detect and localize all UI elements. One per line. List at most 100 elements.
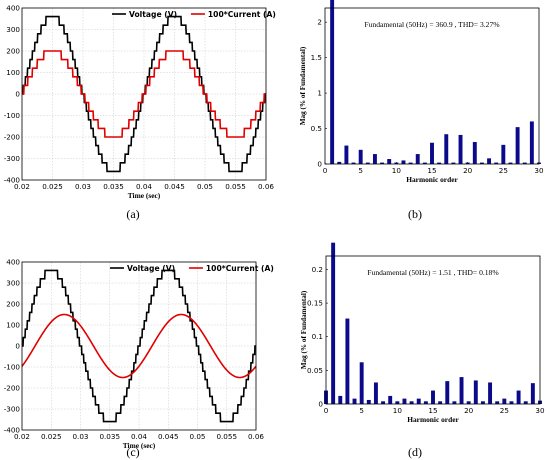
bar-harmonic-26 — [509, 401, 514, 404]
bar-harmonic-6 — [366, 399, 371, 404]
bar-harmonic-18 — [451, 162, 456, 164]
bar-harmonic-9 — [388, 395, 393, 404]
bar-harmonic-4 — [351, 162, 356, 164]
panel-caption: (b) — [408, 207, 422, 221]
bar-harmonic-3 — [344, 145, 349, 164]
series-line-2 — [21, 313, 257, 379]
legend-label-2: 100*Current (A) — [208, 10, 276, 19]
bar-harmonic-16 — [438, 401, 443, 404]
bar-harmonic-21 — [473, 380, 478, 404]
x-tick-label: 10 — [393, 406, 403, 415]
chart-panel-1: 0.02 0.025 0.03 0.035 0.04 0.045 0.05 0.055 0.06… — [4, 4, 276, 222]
panel-caption: (a) — [126, 207, 139, 221]
y-tick-label: 300 — [6, 25, 20, 34]
x-tick-label: 0.055 — [225, 182, 246, 191]
plot-frame — [21, 261, 257, 431]
x-tick-label: 0.06 — [258, 182, 274, 191]
y-tick-label: 100 — [6, 321, 20, 330]
y-tick-label: 300 — [6, 279, 20, 288]
x-tick-label: 0.05 — [189, 432, 205, 441]
panel-caption: (d) — [408, 445, 422, 459]
bar-harmonic-17 — [444, 134, 449, 164]
chart-panel-2: 0 5 10 15 20 25 30 2 1.5 1 0.5 0 Fundamental (50Hz) … — [299, 0, 544, 221]
bar-harmonic-23 — [488, 382, 493, 404]
bar-harmonic-15 — [430, 142, 434, 164]
y-tick-label: 200 — [6, 47, 20, 56]
bar-harmonic-19 — [458, 134, 463, 164]
y-tick-label: -200 — [4, 133, 21, 142]
bar-harmonic-2 — [338, 395, 343, 404]
x-axis-label: Harmonic order — [407, 415, 459, 424]
x-tick-label: 15 — [428, 406, 437, 415]
bar-harmonic-25 — [501, 144, 506, 164]
bar-harmonic-29 — [530, 383, 535, 404]
series-line-2 — [22, 50, 266, 138]
x-axis-label: Harmonic order — [406, 175, 458, 184]
bar-harmonic-7 — [373, 382, 378, 404]
x-tick-label: 15 — [427, 166, 436, 175]
bar-harmonic-28 — [523, 401, 528, 404]
bar-harmonic-28 — [522, 162, 527, 164]
y-tick-label: 0.05 — [307, 366, 323, 375]
bar-harmonic-23 — [487, 158, 492, 164]
x-axis-label: Time (sec) — [128, 191, 161, 200]
plot-frame — [324, 7, 540, 165]
y-tick-label: -200 — [4, 384, 21, 393]
x-tick-label: 5 — [359, 406, 364, 415]
bar-harmonic-2 — [337, 161, 342, 164]
y-tick-label: -300 — [4, 154, 21, 163]
x-tick-label: 0 — [323, 166, 328, 175]
bar-harmonic-22 — [480, 401, 485, 404]
bar-harmonic-27 — [516, 390, 521, 404]
series-line-1 — [22, 269, 256, 423]
x-tick-label: 20 — [464, 406, 474, 415]
x-axis-label: Time (sec) — [123, 441, 156, 450]
chart-title: Fundamental (50Hz) = 360.9 , THD= 3.27% — [364, 20, 500, 29]
y-tick-label: 0.1 — [312, 332, 323, 341]
y-tick-label: 100 — [6, 68, 20, 77]
bar-harmonic-14 — [423, 401, 428, 404]
x-tick-label: 20 — [463, 166, 473, 175]
bar-harmonic-3 — [345, 318, 350, 404]
y-tick-label: 400 — [6, 4, 20, 13]
x-tick-label: 0.04 — [136, 182, 152, 191]
y-axis-label: Mag (% of Fundamental) — [300, 290, 308, 369]
y-tick-label: 0 — [317, 160, 322, 169]
x-tick-label: 25 — [500, 406, 509, 415]
bar-harmonic-20 — [466, 401, 471, 404]
bar-harmonic-15 — [431, 390, 435, 404]
bar-harmonic-12 — [408, 162, 413, 164]
y-tick-label: 0.15 — [307, 299, 323, 308]
legend-label-1: Voltage (V) — [127, 264, 175, 273]
x-tick-label: 0.03 — [75, 182, 91, 191]
bar-harmonic-18 — [452, 401, 457, 404]
bar-harmonic-22 — [479, 162, 484, 164]
y-tick-label: 200 — [6, 300, 20, 309]
x-tick-label: 0.035 — [103, 182, 124, 191]
bar-harmonic-12 — [409, 401, 414, 404]
bar-harmonic-19 — [459, 377, 464, 404]
bar-harmonic-13 — [415, 154, 420, 164]
legend-label-1: Voltage (V) — [129, 10, 177, 19]
bar-harmonic-5 — [358, 149, 363, 164]
x-tick-label: 0.055 — [216, 432, 237, 441]
bar-harmonic-11 — [402, 398, 407, 404]
bar-harmonic-27 — [515, 127, 520, 164]
y-tick-label: 0.5 — [311, 124, 322, 133]
y-tick-label: 0 — [15, 90, 20, 99]
y-tick-label: -100 — [4, 111, 21, 120]
x-tick-label: 0.045 — [164, 182, 185, 191]
bar-harmonic-17 — [445, 381, 450, 404]
x-tick-label: 0.05 — [197, 182, 213, 191]
chart-title: Fundamental (50Hz) = 1.51 , THD= 0.18% — [367, 268, 499, 277]
y-tick-label: -100 — [4, 363, 21, 372]
x-tick-label: 30 — [534, 166, 544, 175]
bar-harmonic-1 — [330, 0, 335, 164]
bar-harmonic-8 — [381, 401, 386, 404]
bar-harmonic-29 — [529, 121, 534, 164]
y-tick-label: -300 — [4, 405, 21, 414]
bar-harmonic-9 — [387, 159, 392, 164]
bar-harmonic-4 — [352, 398, 357, 404]
x-tick-label: 0 — [324, 406, 329, 415]
y-tick-label: 0 — [318, 400, 323, 409]
